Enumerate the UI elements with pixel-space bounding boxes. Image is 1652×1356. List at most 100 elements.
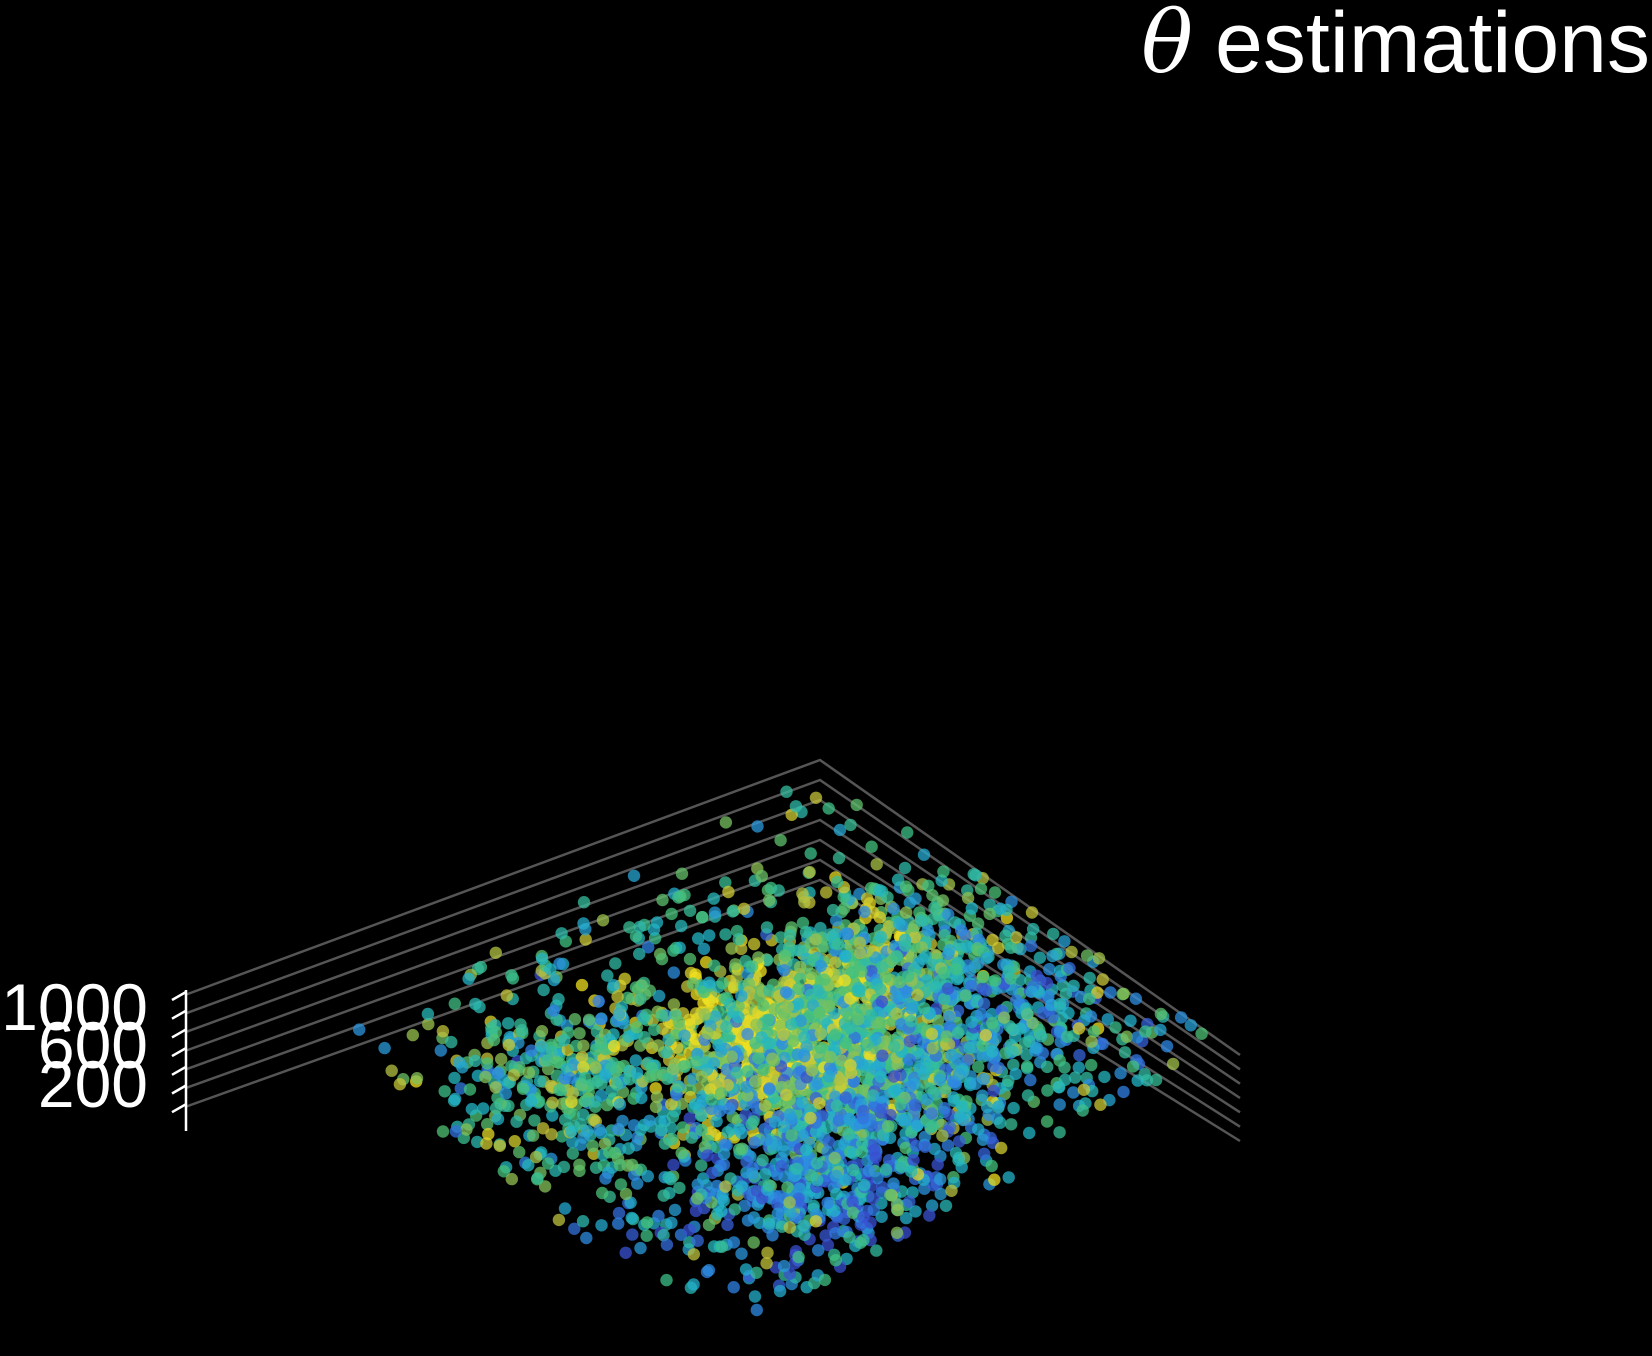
scatter-point [773,1190,787,1203]
scatter-point [695,1123,708,1137]
scatter-point [410,1072,424,1085]
scatter-point [938,992,951,1006]
scatter-point [658,1137,672,1150]
scatter-point [456,1061,469,1074]
scatter-point [925,1107,938,1120]
scatter-point [832,851,846,865]
scatter-point [999,929,1012,942]
scatter-point [1195,1027,1208,1040]
scatter-point [622,1142,635,1155]
scatter-point [962,941,975,954]
scatter-point [630,1066,644,1080]
scatter-point [923,1209,936,1222]
scatter-point [722,885,735,899]
scatter-point [695,1070,708,1084]
scatter-point [749,1075,762,1088]
scatter-point [698,1008,711,1021]
scatter-point [747,1236,760,1249]
scatter-point [531,1172,544,1185]
scatter-point [766,1052,779,1065]
scatter-point [790,1162,803,1176]
scatter-point [1174,1011,1188,1024]
scatter-point [852,1013,865,1026]
scatter-point [860,892,874,905]
scatter-point [650,1090,664,1104]
scatter-point [905,1002,918,1015]
scatter-point [667,1063,680,1076]
grid-line [184,818,1241,1100]
scatter-point [803,865,816,879]
scatter-point [553,957,566,970]
scatter-point [771,1207,784,1220]
scatter-point [925,1027,939,1041]
scatter-point [613,1158,627,1172]
scatter-point [988,1173,1001,1186]
scatter-point [637,1012,650,1025]
scatter-point [814,959,827,973]
scatter-point [717,1158,731,1171]
scatter-point [436,1125,450,1138]
scatter-point [822,1070,836,1083]
scatter-point [933,1073,946,1087]
scatter-point [651,1039,665,1052]
scatter-point [794,1014,807,1028]
scatter-point [879,970,893,983]
scatter-point [613,1098,627,1111]
scatter-point [810,1157,824,1170]
scatter-point [903,1195,916,1209]
scatter-point [687,1248,700,1261]
scatter-point [870,1244,883,1257]
scatter-point [436,1025,450,1038]
scatter-point [698,985,711,999]
scatter-point [723,997,737,1011]
scatter-point [727,1236,741,1249]
scatter-point [844,818,857,832]
scatter-point [568,1013,582,1026]
scatter-point [491,1067,505,1080]
scatter-point [735,942,748,956]
scatter-point [736,1142,749,1155]
scatter-point [917,1036,930,1049]
scatter-point [1085,1058,1098,1072]
scatter-point [500,989,513,1002]
scatter-point [892,917,906,930]
scatter-point [797,1031,811,1044]
scatter-point [746,1167,759,1180]
scatter-point [1040,976,1054,990]
scatter-point [668,1203,682,1217]
scatter-point [900,986,913,999]
scatter-point [526,1129,540,1142]
scatter-point [676,1121,689,1134]
scatter-point [1114,1067,1127,1080]
scatter-point [959,989,972,1002]
scatter-point [633,947,646,961]
scatter-point [716,976,729,990]
scatter-point [794,960,807,974]
scatter-point [919,950,932,963]
scatter-point [891,1203,904,1217]
scatter-point [813,1006,826,1019]
scatter-point [667,966,680,979]
scatter-point [576,1215,590,1228]
scatter-point [799,925,813,939]
scatter-point [1062,1006,1075,1020]
scatter-point [575,1050,589,1064]
scatter-point [977,997,991,1010]
scatter-point [717,1147,731,1161]
scatter-point [497,1165,510,1178]
scatter-point [747,1115,760,1128]
scatter-point [1101,1013,1115,1026]
scatter-point [952,938,965,952]
z-axis-tick [171,1065,187,1076]
scatter-point [896,1113,909,1127]
scatter-point [994,902,1007,915]
scatter-point [953,1068,966,1081]
scatter-point [822,1136,836,1149]
scatter-point [1004,941,1018,954]
scatter-point [783,1196,796,1209]
scatter-point [603,1146,616,1159]
scatter-point [1073,1049,1086,1062]
scatter-point [1065,945,1078,959]
